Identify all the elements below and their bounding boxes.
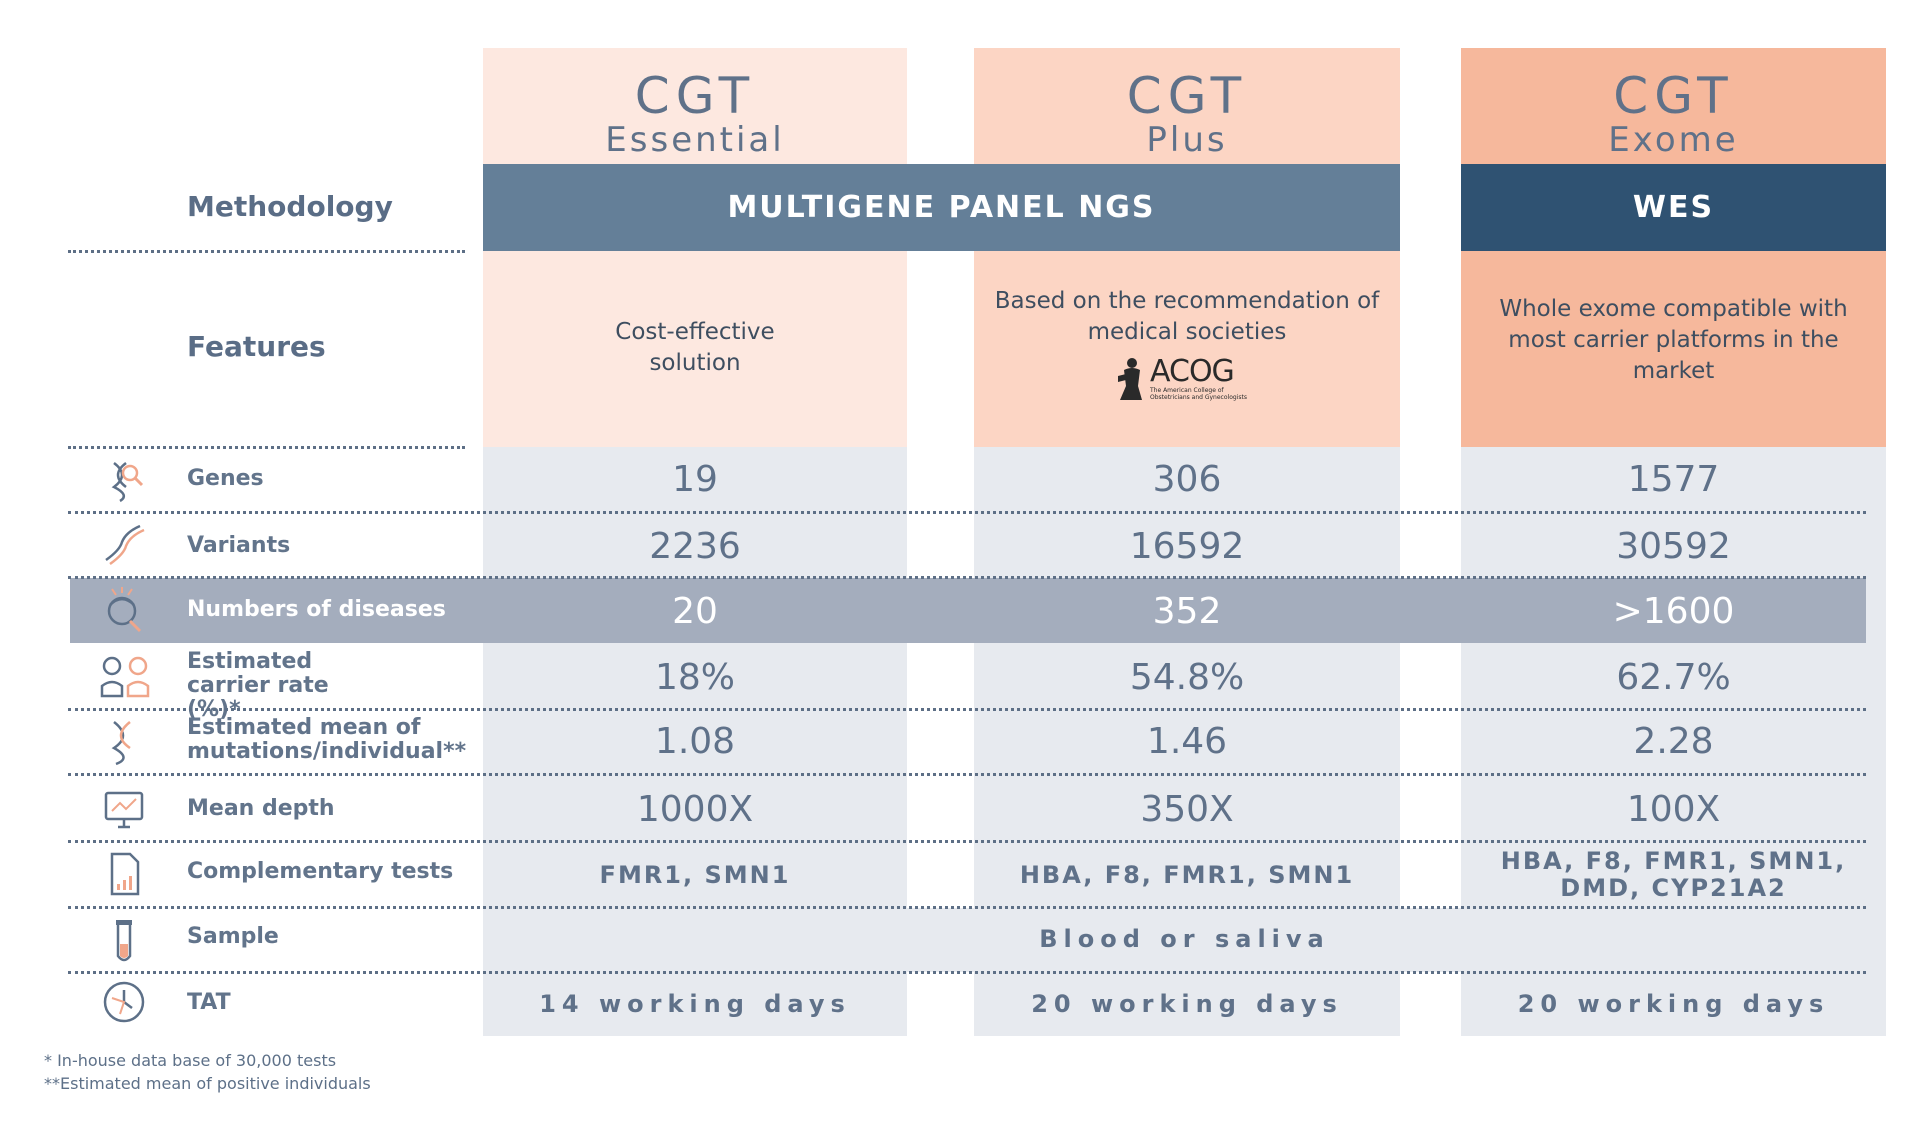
col-title: CGT bbox=[634, 67, 756, 125]
row-label-genes: Genes bbox=[187, 466, 264, 491]
cell-depth-essential: 1000X bbox=[636, 788, 754, 830]
row-label-variants: Variants bbox=[187, 533, 291, 558]
cell-carrier-essential: 18% bbox=[654, 656, 735, 698]
clock-icon bbox=[103, 981, 145, 1023]
row-label-mutations: Estimated mean of mutations/individual** bbox=[187, 715, 467, 764]
divider bbox=[68, 250, 465, 253]
divider bbox=[68, 971, 1866, 974]
document-chart-icon bbox=[110, 852, 140, 896]
cell-depth-plus: 350X bbox=[1140, 788, 1234, 830]
cell-sample: Blood or saliva bbox=[1039, 925, 1330, 953]
cell-genes-essential: 19 bbox=[672, 458, 718, 500]
divider bbox=[68, 906, 1866, 909]
dna-magnifier-icon bbox=[111, 462, 144, 503]
col-header-essential: CGT Essential bbox=[483, 48, 907, 164]
cell-diseases-essential: 20 bbox=[672, 590, 718, 632]
cell-variants-plus: 16592 bbox=[1129, 525, 1245, 567]
test-tube-icon bbox=[116, 920, 132, 962]
row-label-tat: TAT bbox=[187, 990, 231, 1015]
row-label-sample: Sample bbox=[187, 924, 279, 949]
divider bbox=[68, 708, 1866, 711]
divider bbox=[68, 511, 1866, 514]
features-label: Features bbox=[187, 330, 326, 363]
row-label-diseases: Numbers of diseases bbox=[187, 597, 446, 622]
cell-comp-exome: HBA, F8, FMR1, SMN1, DMD, CYP21A2 bbox=[1500, 847, 1847, 902]
cell-comp-plus: HBA, F8, FMR1, SMN1 bbox=[1019, 860, 1355, 889]
row-label-carrier-rate: Estimated carrier rate (%)* bbox=[187, 649, 329, 722]
col-title: CGT bbox=[1613, 67, 1734, 125]
acog-logo: ACOG The American College of Obstetricia… bbox=[1114, 356, 1260, 402]
dna-strand-icon bbox=[105, 524, 145, 566]
cell-tat-essential: 14 working days bbox=[539, 990, 851, 1018]
cell-variants-essential: 2236 bbox=[649, 525, 741, 567]
row-label-complementary: Complementary tests bbox=[187, 859, 454, 884]
people-icon bbox=[100, 656, 150, 698]
divider bbox=[68, 840, 1866, 843]
col-subtitle: Exome bbox=[1608, 120, 1739, 160]
divider bbox=[68, 773, 1866, 776]
col-header-plus: CGT Plus bbox=[974, 48, 1400, 164]
cell-comp-essential: FMR1, SMN1 bbox=[599, 860, 791, 889]
feature-plus: Based on the recommendation of medical s… bbox=[990, 286, 1384, 436]
patient-head-icon bbox=[107, 587, 142, 633]
cell-diseases-plus: 352 bbox=[1152, 590, 1222, 632]
monitor-icon bbox=[104, 791, 144, 829]
methodology-label: Methodology bbox=[187, 190, 393, 223]
divider bbox=[68, 576, 1866, 579]
feature-essential: Cost-effective solution bbox=[615, 318, 775, 376]
acog-caption: The American College of Obstetricians an… bbox=[1150, 387, 1247, 401]
sample-row-bg bbox=[483, 908, 1886, 972]
col-header-exome: CGT Exome bbox=[1461, 48, 1886, 164]
cell-variants-exome: 30592 bbox=[1616, 525, 1731, 567]
col-subtitle: Plus bbox=[1146, 120, 1228, 160]
col-subtitle: Essential bbox=[605, 120, 785, 160]
cell-tat-exome: 20 working days bbox=[1517, 990, 1830, 1018]
feature-exome: Whole exome compatible with most carrier… bbox=[1499, 295, 1848, 384]
cell-carrier-plus: 54.8% bbox=[1129, 656, 1245, 698]
acog-mark: ACOG bbox=[1150, 354, 1235, 389]
acog-figure-icon bbox=[1118, 358, 1142, 400]
cell-genes-plus: 306 bbox=[1152, 458, 1222, 500]
cell-carrier-exome: 62.7% bbox=[1616, 656, 1731, 698]
row-label-mean-depth: Mean depth bbox=[187, 796, 335, 821]
divider bbox=[68, 446, 465, 449]
cell-genes-exome: 1577 bbox=[1627, 458, 1720, 500]
highlight-row-band bbox=[70, 578, 1866, 643]
wes-bar: WES bbox=[1461, 164, 1886, 251]
col-title: CGT bbox=[1126, 67, 1248, 125]
cell-mutations-plus: 1.46 bbox=[1146, 720, 1228, 762]
feature-plus-text: Based on the recommendation of medical s… bbox=[994, 288, 1380, 345]
footnote-2: **Estimated mean of positive individuals bbox=[44, 1074, 371, 1093]
footnote-1: * In-house data base of 30,000 tests bbox=[44, 1051, 337, 1070]
dna-icon bbox=[111, 721, 131, 766]
cell-diseases-exome: >1600 bbox=[1612, 590, 1735, 632]
multigene-panel-bar: MULTIGENE PANEL NGS bbox=[483, 164, 1400, 251]
cell-mutations-essential: 1.08 bbox=[654, 720, 736, 762]
cell-mutations-exome: 2.28 bbox=[1633, 720, 1714, 762]
cell-depth-exome: 100X bbox=[1626, 788, 1721, 830]
cell-tat-plus: 20 working days bbox=[1031, 990, 1343, 1018]
